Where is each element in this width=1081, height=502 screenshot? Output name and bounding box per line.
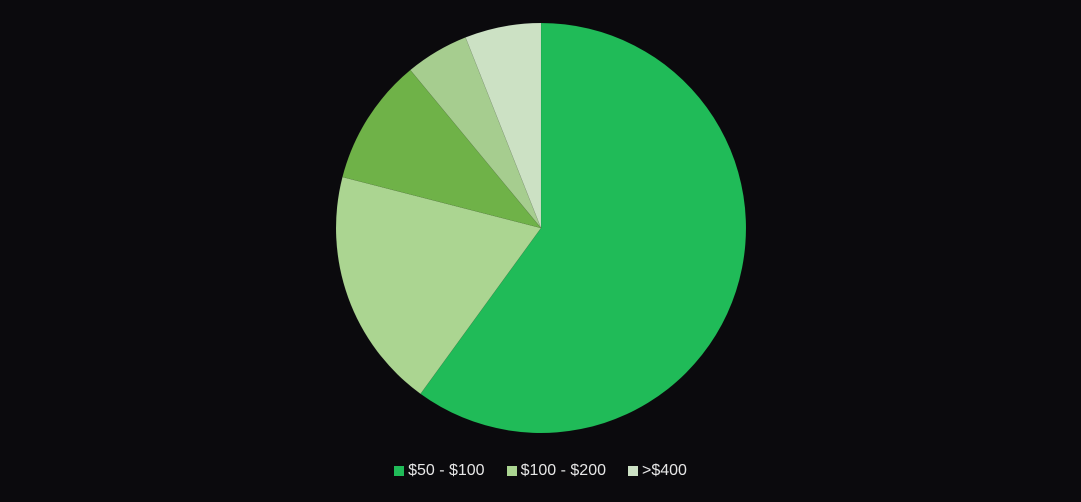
pie-slice-3[interactable]	[342, 69, 542, 229]
legend: $50 - $100 $100 - $200 >$400	[0, 461, 1081, 481]
legend-item-400-plus[interactable]: >$400	[627, 461, 687, 481]
legend-swatch	[627, 466, 638, 476]
legend-label: >$400	[641, 462, 687, 479]
legend-item-100-200[interactable]: $100 - $200	[506, 461, 606, 481]
legend-label: $100 - $200	[520, 462, 606, 479]
pie-slice-5[interactable]	[465, 22, 542, 229]
legend-label: $50 - $100	[408, 462, 485, 479]
pie-slice-2[interactable]	[335, 176, 542, 395]
legend-item-50-100[interactable]: $50 - $100	[394, 461, 485, 481]
pie-slice-1[interactable]	[420, 22, 747, 434]
pie-slice-4[interactable]	[409, 37, 542, 229]
legend-swatch	[394, 466, 405, 476]
legend-swatch	[506, 466, 517, 476]
